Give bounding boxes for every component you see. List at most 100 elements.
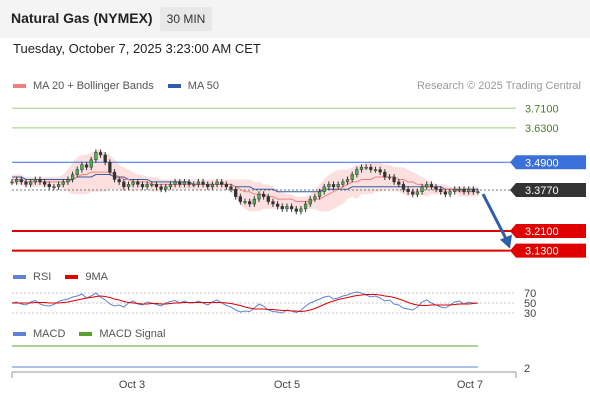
candle-body	[19, 179, 23, 183]
level-label-3.7100: 3.7100	[525, 103, 559, 115]
candle-body	[429, 184, 434, 188]
level-label-3.4900: 3.4900	[525, 157, 559, 169]
ma50-swatch	[167, 84, 181, 88]
candle-body	[266, 196, 270, 202]
ma50-line	[12, 174, 478, 193]
candle-body	[215, 181, 219, 185]
rsi-tick-70: 70	[524, 288, 536, 300]
rsi-ma-line	[12, 294, 479, 313]
candle-body	[462, 189, 466, 192]
forecast-arrow-shaft	[481, 193, 509, 242]
candle-body	[47, 184, 51, 188]
x-tick-label: Oct 5	[274, 379, 300, 391]
level-label-3.2100: 3.2100	[525, 226, 559, 238]
candle-body	[280, 206, 284, 210]
candle-body	[457, 189, 461, 191]
legend-macd-label: MACD	[33, 328, 66, 340]
candle-body	[84, 164, 89, 168]
candle-body	[285, 206, 289, 210]
candle-body	[359, 166, 364, 170]
candle-body	[434, 186, 438, 190]
candle-body	[257, 193, 261, 200]
candle-body	[471, 189, 475, 192]
candle-body	[136, 181, 140, 185]
rsi-swatch	[13, 275, 26, 279]
candle-body	[415, 191, 420, 195]
candle-body	[313, 196, 317, 200]
candle-body	[220, 181, 224, 185]
legend-rsi-label: RSI	[33, 271, 52, 283]
candle-body	[94, 152, 98, 161]
candle-body	[66, 179, 70, 183]
candle-body	[112, 171, 117, 180]
candle-body	[243, 201, 247, 203]
candle-body	[345, 179, 350, 183]
candle-body	[61, 181, 65, 185]
candle-body	[234, 189, 238, 197]
candle-body	[229, 186, 233, 190]
candle-body	[369, 166, 373, 170]
level-tag-3.1300	[510, 243, 586, 258]
candle-body	[70, 174, 75, 180]
macd-signal-swatch	[79, 332, 93, 336]
candle-body	[289, 206, 294, 210]
price-legend: MA 20 + Bollinger Bands MA 50	[13, 80, 219, 92]
candle-body	[443, 191, 448, 195]
candle-body	[52, 186, 56, 189]
candle-body	[383, 171, 387, 178]
candle-body	[238, 196, 242, 202]
level-tag-3.2100	[510, 224, 586, 238]
candle-body	[89, 159, 93, 168]
interval-button[interactable]: 30 MIN	[160, 7, 212, 31]
candle-body	[206, 184, 210, 188]
candle-body	[164, 186, 168, 190]
candle-body	[182, 181, 187, 185]
forecast-arrow-head	[500, 234, 512, 249]
candle-body	[364, 166, 368, 169]
candle-body	[262, 193, 266, 197]
level-label-3.3770: 3.3770	[525, 185, 559, 197]
candle-body	[187, 181, 191, 185]
ma20-line	[12, 171, 478, 202]
level-label-3.6300: 3.6300	[525, 123, 559, 135]
candle-body	[420, 186, 424, 192]
candle-body	[150, 184, 154, 186]
candle-body	[439, 189, 443, 192]
candle-body	[15, 179, 19, 183]
candle-body	[154, 184, 159, 188]
candle-body	[122, 181, 126, 188]
credit-text: Research © 2025 Trading Central	[416, 80, 581, 92]
candle-body	[350, 174, 354, 180]
candle-body	[331, 184, 336, 188]
candle-body	[224, 184, 228, 188]
candle-body	[117, 179, 121, 183]
candle-body	[10, 181, 14, 184]
candle-body	[178, 181, 182, 185]
candle-body	[448, 191, 452, 195]
candle-body	[173, 181, 177, 185]
candle-body	[201, 181, 205, 185]
candle-body	[317, 191, 322, 197]
macd-swatch	[13, 332, 26, 336]
candle-body	[42, 181, 47, 185]
x-tick-label: Oct 3	[119, 379, 145, 391]
candle-body	[336, 184, 340, 188]
candle-body	[467, 189, 471, 192]
candle-body	[29, 181, 33, 185]
legend-ma20-label: MA 20 + Bollinger Bands	[33, 80, 154, 92]
candle-body	[192, 184, 196, 186]
candle-body	[308, 198, 312, 205]
rsi-ma-swatch	[65, 275, 79, 279]
header-bar	[0, 0, 590, 38]
candle-body	[275, 203, 280, 207]
candle-body	[271, 201, 275, 205]
candle-body	[103, 154, 107, 163]
candle-body	[38, 179, 42, 183]
candle-body	[159, 186, 163, 190]
candle-body	[140, 184, 145, 188]
candle-body	[196, 181, 201, 185]
timestamp: Tuesday, October 7, 2025 3:23:00 AM CET	[13, 41, 261, 56]
candle-body	[24, 181, 28, 185]
ma20-swatch	[13, 84, 26, 88]
